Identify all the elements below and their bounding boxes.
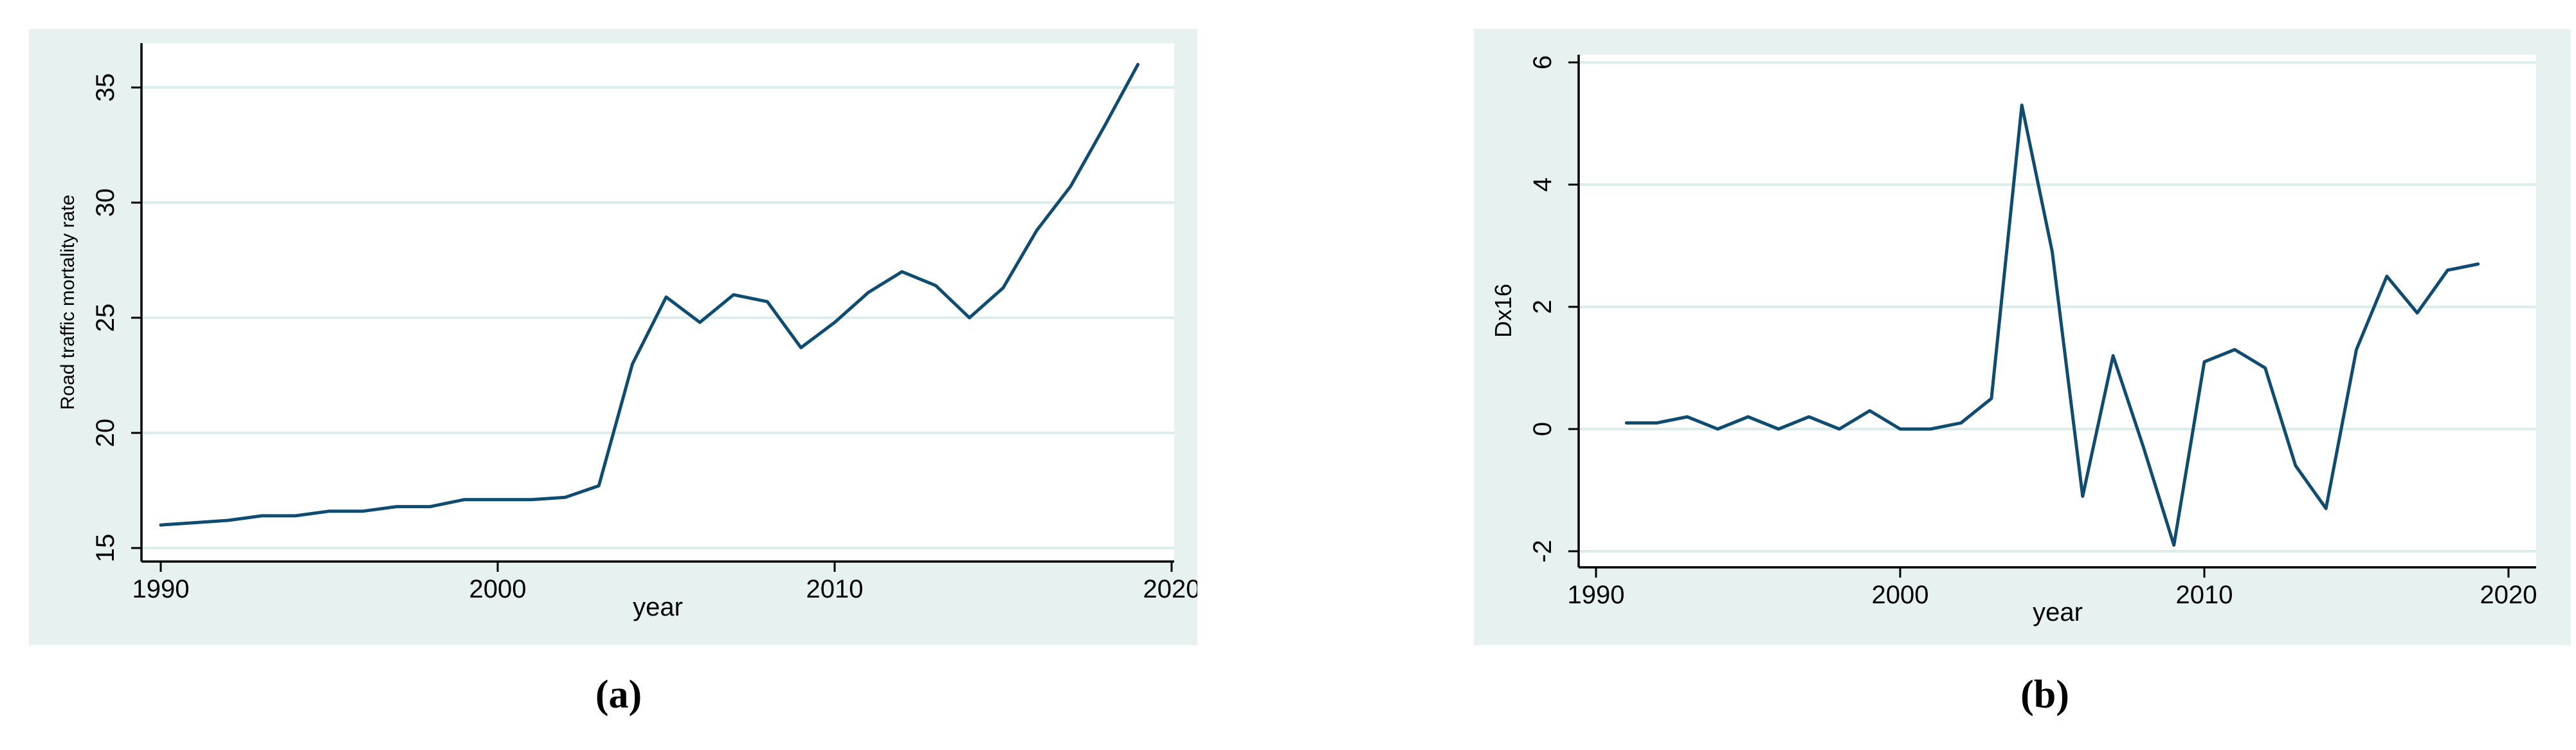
ytick-label-2: 2 (1528, 300, 1557, 314)
panel-b: -2 0 2 4 6 1990 2000 2010 2020 Dx16 year (1474, 29, 2571, 645)
xtick-label-2020: 2020 (2480, 581, 2537, 609)
xtick-label-2010: 2010 (806, 575, 864, 603)
caption-a: (a) (595, 673, 642, 717)
y-axis-title: Road traffic mortality rate (57, 195, 78, 410)
plot-area (1579, 55, 2536, 567)
series-line (1624, 104, 2480, 547)
ytick-label-4: 4 (1528, 178, 1557, 192)
line-chart-a: 15 20 25 30 35 1990 2000 2010 2020 Road traffic m… (57, 43, 1197, 621)
ytick-label-35: 35 (91, 73, 120, 102)
ytick-label-15: 15 (91, 534, 120, 563)
series-line (159, 62, 1140, 527)
y-axis-title: Dx16 (1490, 284, 1516, 338)
xtick-label-2000: 2000 (469, 575, 527, 603)
ytick-label-20: 20 (91, 419, 120, 448)
xtick-label-2020: 2020 (1143, 575, 1197, 603)
plot-area (141, 43, 1174, 562)
ytick-label-30: 30 (91, 188, 120, 217)
xtick-label-2000: 2000 (1872, 581, 1929, 609)
ytick-label-25: 25 (91, 304, 120, 333)
line-chart-b: -2 0 2 4 6 1990 2000 2010 2020 Dx16 year (1490, 55, 2537, 627)
ytick-label-6: 6 (1528, 55, 1557, 69)
ytick-label-0: 0 (1528, 422, 1557, 436)
xtick-label-1990: 1990 (132, 575, 190, 603)
x-axis-title: year (2033, 598, 2083, 627)
x-axis-title: year (633, 593, 683, 621)
caption-b: (b) (2020, 673, 2069, 717)
panel-a: 15 20 25 30 35 1990 2000 2010 2020 Road traffic m… (29, 29, 1197, 645)
ytick-label--2: -2 (1528, 540, 1557, 563)
xtick-label-2010: 2010 (2176, 581, 2233, 609)
xtick-label-1990: 1990 (1568, 581, 1625, 609)
